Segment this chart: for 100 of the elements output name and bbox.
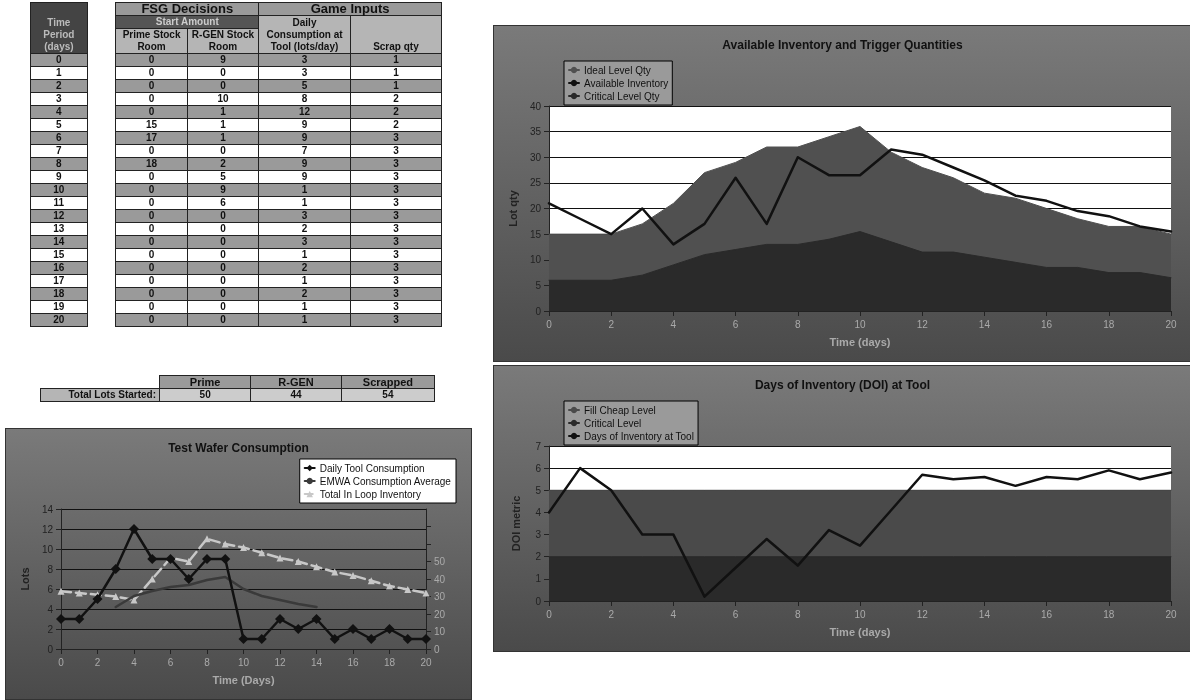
text: Start Amount (115, 15, 259, 29)
data-label: 3 (350, 313, 442, 327)
y-tick-label: 10 (41, 543, 54, 555)
y-tick-label: 20 (529, 203, 542, 214)
x-tick-label: 16 (1041, 608, 1053, 620)
x-tick-label: 8 (795, 608, 802, 620)
data-label: 3 (258, 209, 351, 223)
x-tick-label: 2 (608, 608, 615, 620)
y-tick-label: 15 (30, 248, 88, 262)
y-tick-label: 15 (529, 228, 542, 240)
y-tick-label: 16 (30, 261, 88, 275)
data-label: 0 (187, 235, 259, 249)
point (421, 634, 431, 644)
data-label: 3 (350, 222, 442, 236)
x-tick-label: Prime Stock Room (115, 28, 188, 54)
data-label: 2 (350, 105, 442, 119)
y-tick-label: 40 (529, 100, 542, 112)
legend-label: Ideal Level Qty (584, 64, 651, 76)
data-label: 3 (258, 235, 351, 249)
data-label: 1 (350, 79, 442, 93)
point (404, 586, 412, 593)
point (57, 587, 65, 595)
data-label: 0 (115, 300, 188, 314)
x-axis-title: Time (days) (829, 625, 891, 638)
point (402, 634, 413, 644)
legend-label: Total In Loop Inventory (319, 488, 421, 500)
y-tick-label: 3 (30, 92, 88, 106)
data-label: 1 (187, 131, 259, 145)
x-tick-label: 12 (916, 318, 929, 330)
y2-tick-label: 10 (434, 626, 446, 637)
legend-label: Daily Tool Consumption (319, 462, 425, 474)
data-label: 0 (187, 261, 259, 275)
data-label: 1 (258, 274, 351, 288)
point (422, 589, 430, 597)
x-tick-label: 4 (670, 318, 677, 330)
data-label: 0 (187, 79, 259, 93)
data-label: 0 (187, 287, 259, 301)
x-tick-label: 18 (1103, 318, 1115, 330)
y-tick-label: 8 (47, 563, 54, 575)
point (183, 574, 194, 584)
legend-label: Days of Inventory at Tool (584, 430, 694, 442)
data-label: 1 (350, 66, 442, 80)
data-label: 1 (187, 118, 259, 132)
point (130, 596, 138, 604)
data-label: 0 (115, 105, 188, 119)
y2-tick-label: 40 (434, 573, 446, 585)
y-tick-label: 2 (535, 551, 542, 563)
x-tick-label: Prime (159, 375, 251, 389)
point (293, 624, 304, 634)
data-label: 3 (350, 196, 442, 210)
data-label: 9 (187, 53, 259, 67)
y-tick-label: 5 (30, 118, 88, 132)
y-tick-label: 18 (30, 287, 88, 301)
data-label: 9 (258, 170, 351, 184)
point (311, 614, 322, 624)
data-label: 0 (115, 66, 188, 80)
data-label: 3 (350, 157, 442, 171)
y-tick-label: 9 (30, 170, 88, 184)
data-label: 0 (187, 274, 259, 288)
data-label: 2 (350, 92, 442, 106)
x-tick-label: 6 (167, 656, 174, 668)
y-tick-label: 19 (30, 300, 88, 314)
data-label: 7 (258, 144, 351, 158)
data-label: 1 (258, 183, 351, 197)
data-label: 3 (350, 183, 442, 197)
y2-tick-label: 50 (434, 556, 446, 567)
data-label: 0 (115, 261, 188, 275)
x-tick-label: 8 (795, 318, 802, 330)
y-tick-label: 1 (30, 66, 88, 80)
data-label: 50 (159, 388, 251, 402)
y-tick-label: 10 (30, 183, 88, 197)
data-label: 0 (115, 170, 188, 184)
x-tick-label: Daily Consumption at Tool (lots/day) (258, 15, 351, 54)
x-tick-label: 14 (978, 318, 991, 330)
data-label: 0 (115, 222, 188, 236)
data-label: 8 (258, 92, 351, 106)
x-tick-label: 16 (1041, 318, 1053, 330)
data-label: 3 (350, 300, 442, 314)
data-label: 3 (350, 287, 442, 301)
legend-label: EMWA Consumption Average (319, 475, 452, 487)
y-tick-label: Total Lots Started: (40, 388, 160, 402)
y-axis-title: Lot qty (507, 189, 520, 227)
data-label: 0 (187, 66, 259, 80)
point (75, 589, 83, 597)
x-tick-label: Scrap qty (350, 15, 442, 54)
data-label: 3 (258, 66, 351, 80)
data-label: 2 (258, 261, 351, 275)
legend-label: Critical Level Qty (584, 90, 660, 102)
y-tick-label: 0 (30, 53, 88, 67)
y-tick-label: 17 (30, 274, 88, 288)
point (386, 582, 393, 590)
data-label: 5 (187, 170, 259, 184)
point (313, 563, 320, 571)
data-label: 3 (350, 274, 442, 288)
x-tick-label: 2 (608, 318, 615, 330)
data-label: 54 (341, 388, 435, 402)
y-tick-label: 3 (535, 529, 542, 541)
point (110, 564, 121, 574)
point (238, 634, 249, 644)
data-label: 0 (115, 287, 188, 301)
